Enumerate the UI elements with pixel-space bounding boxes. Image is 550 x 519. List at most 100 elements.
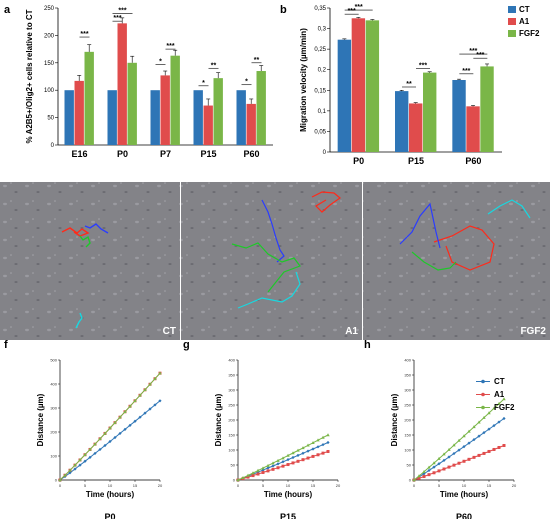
y-tick-label: 150	[228, 433, 235, 438]
marker-ct	[306, 449, 310, 453]
bar-ct	[193, 90, 203, 145]
marker-fgf2	[281, 456, 285, 460]
marker-ct	[98, 447, 102, 452]
significance-stars: ***	[80, 31, 88, 38]
marker-fgf2	[291, 451, 295, 455]
marker-a1	[497, 445, 501, 449]
x-tick-label: 5	[262, 483, 265, 488]
y-tick-label: 400	[50, 382, 57, 387]
marker-ct	[467, 441, 471, 445]
marker-a1	[442, 467, 446, 471]
significance-stars: **	[406, 81, 412, 88]
bar-ct	[452, 80, 466, 152]
y-tick-label: 500	[50, 358, 57, 363]
marker-a1	[261, 470, 265, 474]
legend-label-a1: A1	[494, 390, 505, 399]
marker-ct	[83, 459, 87, 463]
marker-fgf2	[266, 463, 270, 467]
marker-ct	[158, 399, 162, 403]
micrograph-ct-background	[0, 182, 180, 340]
marker-ct	[321, 443, 325, 447]
x-tick-label: 0	[237, 483, 240, 488]
y-axis-label: Distance (µm)	[36, 393, 45, 446]
marker-fgf2	[417, 474, 421, 478]
marker-a1	[291, 461, 295, 465]
legend-label-fgf2: FGF2	[519, 29, 540, 38]
marker-a1	[447, 465, 451, 469]
y-tick-label: 100	[50, 454, 57, 459]
marker-fgf2	[316, 438, 320, 442]
marker-a1	[502, 444, 506, 447]
micrograph-fgf2-background	[363, 182, 550, 340]
bar-fgf2	[365, 20, 380, 152]
micrograph-label-fgf2: FGF2	[520, 326, 546, 337]
bar-fgf2	[170, 55, 180, 146]
chart-title: P60	[456, 512, 472, 519]
y-tick-label: 350	[404, 373, 411, 378]
y-tick-label: 200	[50, 430, 57, 435]
marker-a1	[422, 474, 426, 478]
marker-ct	[118, 431, 122, 436]
marker-fgf2	[432, 461, 436, 465]
significance-stars: ***	[348, 8, 356, 15]
marker-a1	[432, 471, 436, 475]
marker-a1	[316, 453, 320, 457]
bar-a1	[351, 18, 366, 152]
x-tick-label: 0	[59, 483, 62, 488]
chart-h-distance-p60: 0 50 100 150 200 250 300 350 400 0 5 10 15 20 Time (ho…	[390, 358, 517, 519]
significance-stars: **	[254, 57, 260, 64]
marker-fgf2	[276, 458, 280, 462]
bar-ct	[337, 39, 352, 152]
y-tick-label: 50	[231, 463, 236, 468]
y-tick-label: 300	[228, 388, 235, 393]
marker-fgf2	[148, 382, 152, 386]
x-tick-label: 20	[512, 483, 517, 488]
bar-a1	[74, 80, 84, 145]
marker-fgf2	[108, 426, 112, 430]
marker-a1	[477, 453, 481, 457]
track-green-fgf2	[411, 251, 457, 271]
marker-a1	[437, 469, 441, 473]
marker-ct	[271, 464, 275, 468]
marker-fgf2	[88, 447, 92, 451]
y-tick-label: 200	[404, 418, 411, 423]
y-tick-label: 0	[409, 478, 412, 483]
bar-ct	[395, 91, 409, 152]
x-tick-label: 0	[413, 483, 416, 488]
marker-fgf2	[143, 388, 147, 392]
y-tick-label: 350	[228, 373, 235, 378]
marker-fgf2	[422, 469, 426, 473]
marker-ct	[311, 447, 315, 451]
marker-ct	[266, 466, 270, 470]
marker-ct	[472, 438, 476, 442]
panel-label-h: h	[364, 339, 371, 351]
bar-fgf2	[256, 71, 266, 145]
micrograph-fgf2: FGF2	[363, 182, 550, 340]
y-tick-label: 150	[404, 433, 411, 438]
marker-a1	[286, 463, 290, 467]
category-label: P60	[465, 156, 481, 166]
marker-fgf2	[63, 473, 67, 477]
marker-fgf2	[68, 468, 72, 472]
marker-fgf2	[311, 440, 315, 444]
category-label: E16	[71, 149, 87, 159]
track-red-fgf2	[433, 225, 495, 271]
marker-ct	[502, 416, 506, 421]
y-tick-label: 0,35	[314, 6, 326, 12]
chart-b-migration-velocity: 0 0,05 0,1 0,15 0,2 0,25 0,3 0,35 Migration velo…	[299, 4, 540, 166]
marker-a1	[311, 454, 315, 458]
significance-stars: **	[211, 62, 217, 69]
marker-a1	[246, 475, 250, 479]
legend-label-ct: CT	[519, 5, 530, 14]
marker-ct	[437, 462, 441, 466]
significance-stars: *	[202, 80, 205, 87]
marker-ct	[281, 460, 285, 464]
track-red-a1	[311, 191, 341, 213]
bar-ct	[150, 90, 160, 145]
marker-fgf2	[447, 447, 451, 451]
marker-fgf2	[98, 437, 102, 441]
marker-ct	[123, 427, 127, 431]
bar-fgf2	[127, 62, 137, 145]
y-tick-label: 0,15	[314, 88, 326, 94]
marker-a1	[492, 447, 496, 451]
